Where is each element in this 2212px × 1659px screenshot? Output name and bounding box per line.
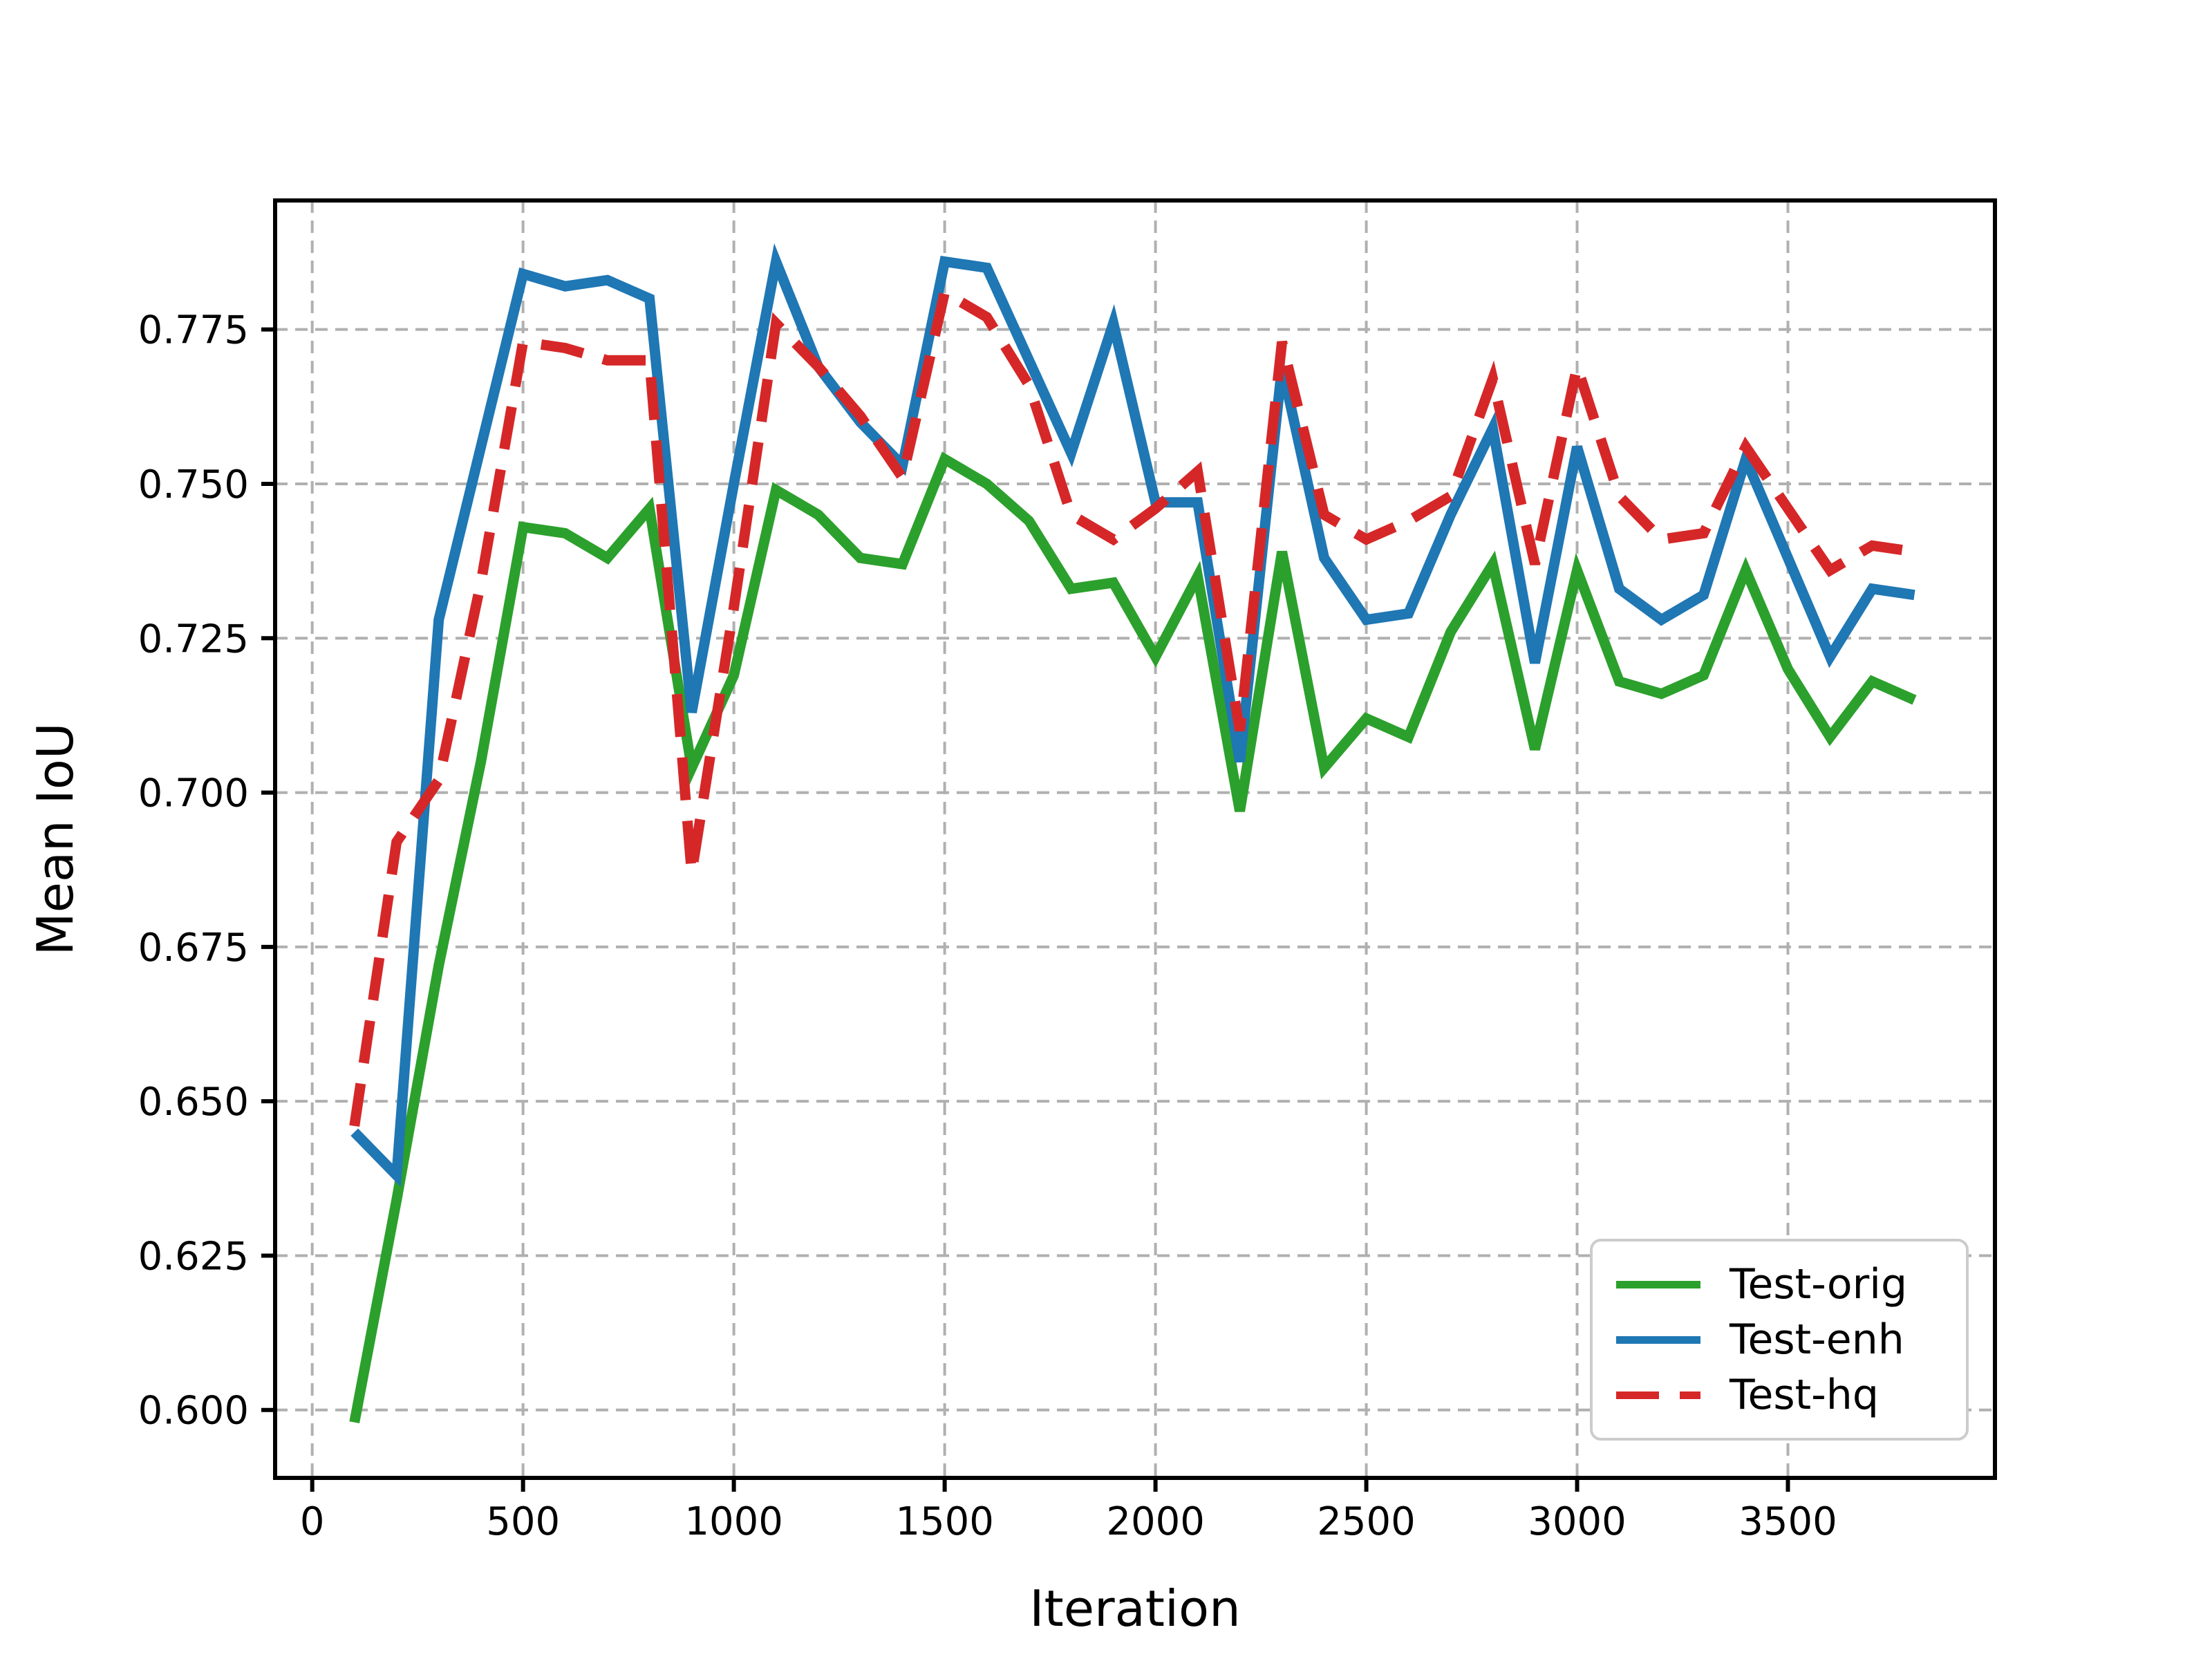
y-tick-label: 0.700	[138, 771, 249, 816]
x-tick-label: 1500	[895, 1499, 994, 1544]
plot-area-frame	[273, 198, 1997, 1480]
y-tick-label: 0.750	[138, 462, 249, 507]
tick-label-layer: 0 500 1000 1500 2000 2500 3000 3500 0.600 0.625 0.…	[138, 308, 1837, 1544]
x-tick-label: 2500	[1317, 1499, 1416, 1544]
legend-label: Test-hq	[1730, 1371, 1879, 1419]
y-tick-label: 0.600	[138, 1389, 249, 1434]
x-axis-label: Iteration	[1029, 1580, 1240, 1638]
y-axis-label: Mean IoU	[26, 722, 84, 955]
x-tick-label: 3500	[1738, 1499, 1837, 1544]
x-tick-label: 0	[300, 1499, 325, 1544]
series-line-test-orig	[349, 451, 1917, 1423]
test-enh-line-sample-icon	[1616, 1335, 1700, 1344]
axes-layer	[261, 198, 1997, 1492]
x-tick-label: 1000	[684, 1499, 783, 1544]
y-tick-label: 0.675	[138, 926, 249, 971]
x-tick-label: 2000	[1106, 1499, 1205, 1544]
legend-label: Test-enh	[1730, 1315, 1904, 1364]
legend-item-test-orig: Test-orig	[1616, 1262, 1942, 1306]
y-tick-label: 0.625	[138, 1234, 249, 1279]
y-tick-label: 0.650	[138, 1080, 249, 1125]
series-line-test-hq	[349, 284, 1915, 1127]
x-tick-label: 3000	[1528, 1499, 1627, 1544]
legend: Test-orig Test-enh Test-hq	[1590, 1239, 1969, 1441]
y-tick-label: 0.725	[138, 617, 249, 662]
test-orig-line-sample-icon	[1616, 1280, 1700, 1288]
test-hq-line-sample-icon	[1616, 1391, 1700, 1399]
legend-label: Test-orig	[1730, 1260, 1908, 1309]
legend-item-test-enh: Test-enh	[1616, 1318, 1942, 1362]
y-tick-label: 0.775	[138, 308, 249, 353]
series-layer	[349, 243, 1917, 1423]
series-line-test-enh	[350, 243, 1915, 1188]
x-tick-label: 500	[486, 1499, 560, 1544]
legend-item-test-hq: Test-hq	[1616, 1373, 1942, 1417]
